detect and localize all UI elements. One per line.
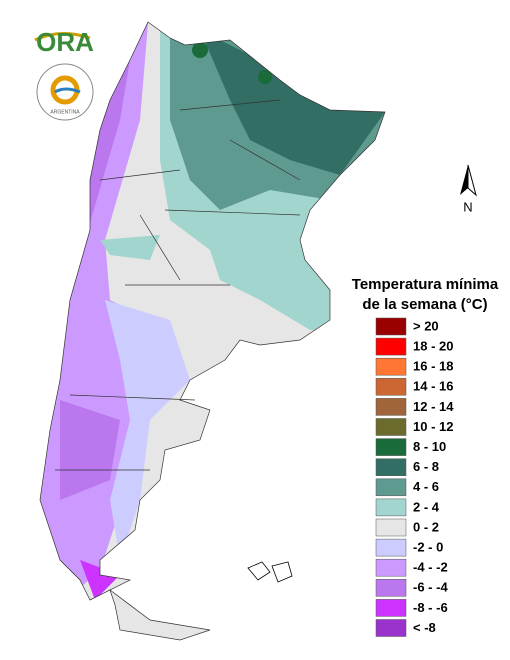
legend-swatch <box>375 337 407 356</box>
logo-name: ORA <box>36 27 94 57</box>
legend-swatch <box>375 317 407 336</box>
legend-label: > 20 <box>413 318 439 333</box>
legend-swatch <box>375 398 407 416</box>
legend-swatch <box>375 378 407 396</box>
legend-swatch <box>375 538 407 557</box>
legend-label: -2 - 0 <box>413 540 443 555</box>
legend-label: 0 - 2 <box>413 519 439 534</box>
north-label: N <box>463 199 472 214</box>
legend-swatch <box>375 599 407 617</box>
legend-title: de la semana (°C) <box>362 296 487 313</box>
legend-label: -4 - -2 <box>413 560 448 575</box>
legend-title: Temperatura mínima <box>352 276 499 293</box>
legend-label: < -8 <box>413 620 436 635</box>
legend-swatch <box>375 357 407 376</box>
legend-label: 14 - 16 <box>413 379 453 394</box>
legend-label: 12 - 14 <box>413 399 454 414</box>
malvinas <box>247 561 293 583</box>
legend-label: 2 - 4 <box>413 499 440 514</box>
legend-swatch <box>375 438 407 456</box>
legend-label: 16 - 18 <box>413 359 453 374</box>
legend-label: 18 - 20 <box>413 339 453 354</box>
north-arrow: N <box>460 164 477 214</box>
legend-label: 4 - 6 <box>413 479 439 494</box>
logo: ORA ARGENTINA <box>34 27 94 121</box>
legend-label: 10 - 12 <box>413 419 453 434</box>
legend-swatch <box>375 498 407 517</box>
legend-swatch <box>375 418 407 436</box>
legend-swatch <box>375 518 407 537</box>
legend-swatch <box>375 478 407 497</box>
legend: > 20 18 - 20 16 - 18 14 - 16 12 - 14 10 - 12 8… <box>375 317 454 637</box>
legend-swatch <box>375 558 407 577</box>
legend-swatch <box>375 619 407 637</box>
logo-ring-text: ARGENTINA <box>50 109 80 115</box>
legend-label: -6 - -4 <box>413 580 448 595</box>
legend-swatch <box>375 458 407 476</box>
legend-label: -8 - -6 <box>413 600 448 615</box>
legend-label: 6 - 8 <box>413 459 439 474</box>
legend-label: 8 - 10 <box>413 439 446 454</box>
province-borders <box>39 21 386 641</box>
legend-swatch <box>375 579 407 597</box>
